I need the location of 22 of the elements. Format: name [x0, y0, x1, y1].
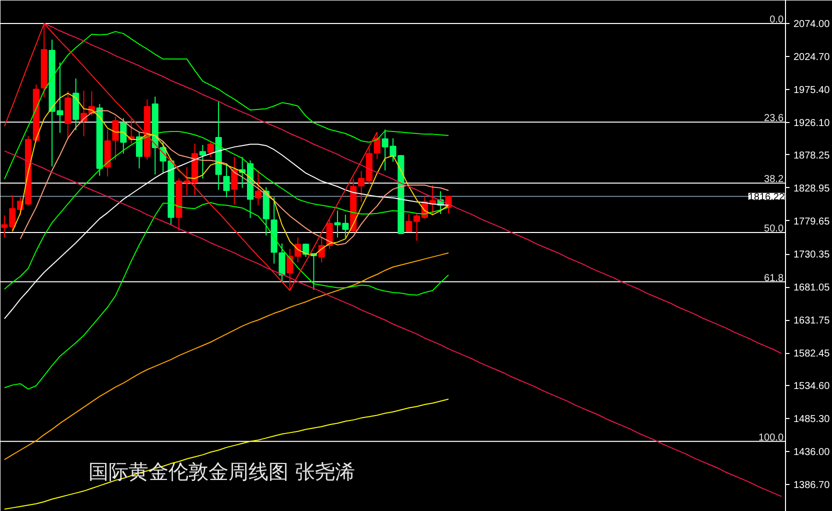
y-tick-label: 1828.95 — [794, 183, 830, 194]
y-tick-label: 1631.75 — [794, 316, 830, 327]
y-tick-label: 2024.70 — [794, 52, 830, 64]
annotation: 0.0 — [770, 14, 784, 26]
y-tick-label: 1878.25 — [794, 150, 830, 162]
y-tick-label: 1779.65 — [794, 216, 830, 228]
annotation: 61.8 — [764, 272, 784, 284]
annotation: 50.0 — [764, 223, 784, 234]
annotation: 100.0 — [758, 432, 784, 444]
y-tick-label: 1534.60 — [794, 380, 830, 392]
y-tick-label: 1386.70 — [794, 480, 830, 492]
annotation: 38.2 — [764, 174, 784, 186]
y-tick-label: 1730.35 — [794, 250, 830, 261]
y-tick-label: 1582.45 — [794, 348, 830, 360]
annotation: 23.6 — [764, 113, 784, 124]
y-tick-label: 1681.05 — [794, 282, 830, 294]
y-tick-label: 1975.40 — [794, 85, 830, 96]
y-tick-label: 2074.00 — [794, 19, 830, 30]
y-tick-label: 1485.30 — [794, 414, 830, 425]
y-tick-label: 1926.10 — [794, 118, 830, 130]
y-tick-label: 1436.00 — [794, 446, 830, 458]
ref-line-label: 1816.22 — [748, 192, 785, 203]
